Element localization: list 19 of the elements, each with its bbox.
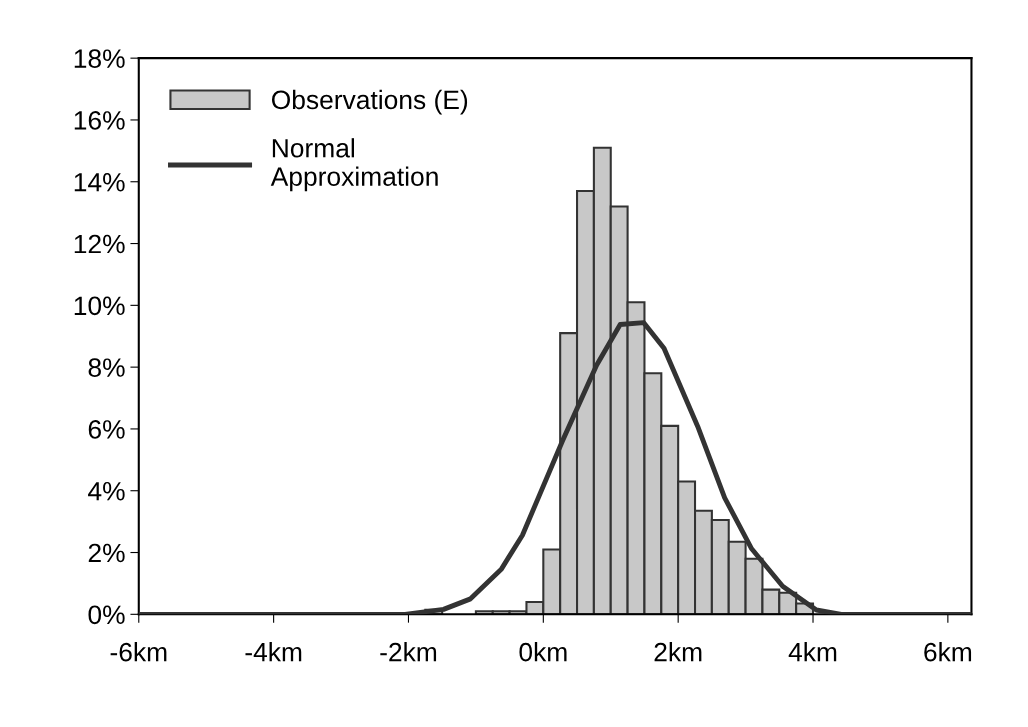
x-tick-label: 0km [519,642,567,662]
legend-label: Normal Approximation [270,138,438,192]
x-tick-label: -4km [245,642,302,662]
y-tick-label: 16% [74,111,125,130]
legend-label: Observations (E) [271,89,468,115]
y-tick-label: 0% [88,605,125,625]
y-tick-label: 2% [88,543,125,563]
y-tick-label: 10% [74,296,125,316]
y-tick-label: 18% [74,49,125,68]
x-tick-label: 4km [788,642,837,662]
y-tick-label: 6% [88,420,125,439]
y-tick-label: 8% [88,358,125,377]
x-tick-label: 2km [654,642,702,662]
y-tick-label: 4% [88,481,125,501]
x-tick-label: -6km [110,642,167,662]
x-tick-label: -2km [380,642,437,662]
x-tick-label: 6km [924,642,972,662]
y-tick-label: 14% [74,173,125,192]
y-tick-label: 12% [74,234,125,254]
